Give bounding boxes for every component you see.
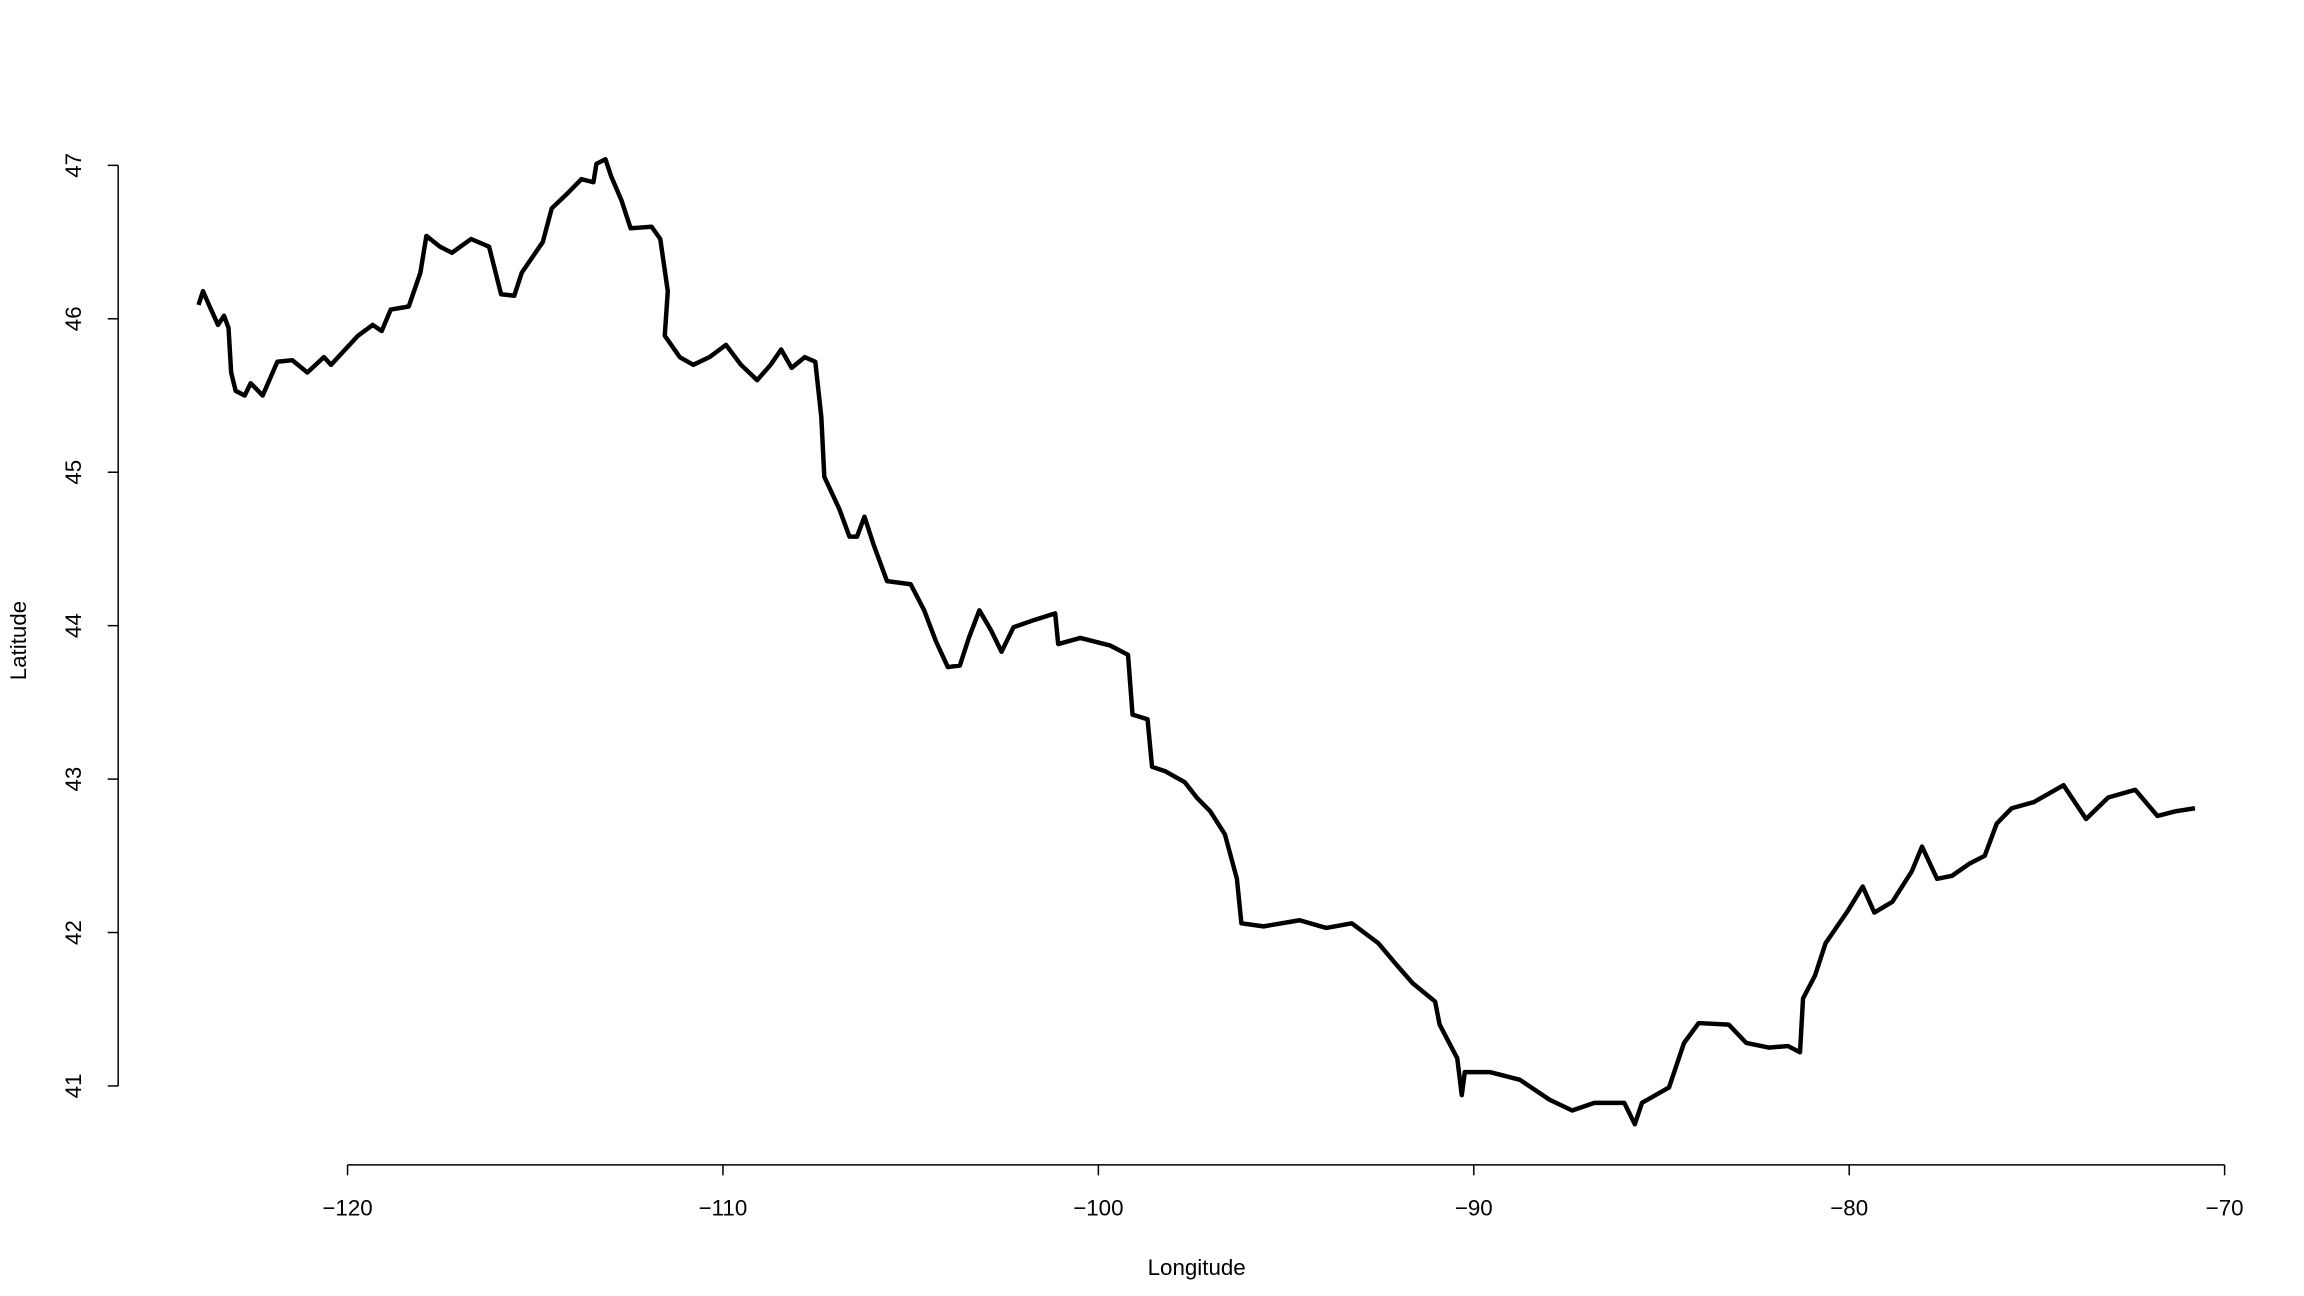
x-tick-label: −120 <box>322 1196 372 1221</box>
y-tick-label: 46 <box>61 306 86 331</box>
x-axis-title: Longitude <box>1148 1255 1246 1280</box>
x-tick-label: −110 <box>699 1196 748 1221</box>
x-tick-label: −100 <box>1073 1196 1123 1221</box>
y-tick-label: 44 <box>61 613 86 638</box>
y-tick-label: 41 <box>61 1074 86 1099</box>
x-tick-label: −70 <box>2206 1196 2244 1221</box>
y-tick-label: 47 <box>61 153 86 178</box>
data-line <box>196 156 2196 1127</box>
y-tick-label: 42 <box>61 920 86 945</box>
y-tick-label: 45 <box>61 460 86 485</box>
x-tick-label: −90 <box>1455 1196 1493 1221</box>
y-tick-label: 43 <box>61 767 86 792</box>
x-tick-label: −80 <box>1830 1196 1868 1221</box>
y-axis-title: Latitude <box>6 601 31 680</box>
